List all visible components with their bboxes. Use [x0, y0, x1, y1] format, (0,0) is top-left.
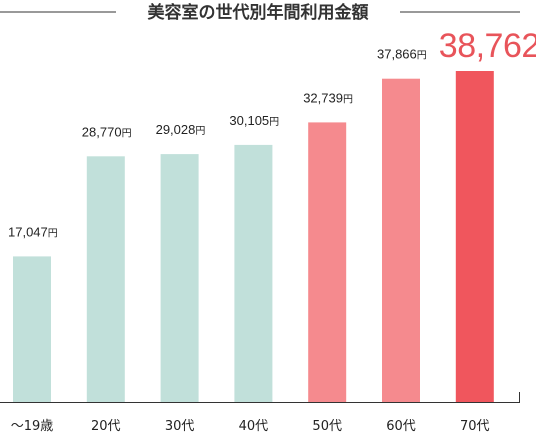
value-label-5: 37,866円	[377, 47, 427, 62]
bar-1	[86, 156, 125, 402]
x-tick-label-6: 70代	[460, 419, 490, 434]
x-tick-label-0: 〜19歳	[11, 419, 54, 434]
value-label-6: 38,762円	[439, 27, 536, 65]
x-tick-label-1: 20代	[91, 419, 121, 434]
x-tick-label-2: 30代	[165, 419, 195, 434]
bar-4	[308, 122, 347, 403]
x-tick-label-3: 40代	[239, 419, 269, 434]
x-tick-label-5: 60代	[386, 419, 416, 434]
chart-title: 美容室の世代別年間利用金額	[148, 2, 369, 23]
bar-0	[13, 256, 51, 402]
bar-3	[234, 144, 273, 402]
bar-5	[382, 78, 420, 402]
bar-2	[160, 154, 199, 402]
value-label-1: 28,770円	[82, 124, 132, 139]
bar-6	[455, 71, 494, 402]
value-label-4: 32,739円	[303, 90, 353, 105]
x-tick-label-4: 50代	[312, 419, 342, 434]
value-label-0: 17,047円	[8, 224, 58, 239]
value-labels-layer: 17,047円 28,770円 29,028円 30,105円 32,739円 37,86…	[8, 27, 536, 239]
bars-layer	[13, 71, 494, 403]
value-label-3: 30,105円	[229, 113, 279, 128]
value-label-2: 29,028円	[156, 122, 206, 137]
x-axis: 〜19歳 20代 30代 40代 50代 60代 70代	[0, 392, 520, 434]
